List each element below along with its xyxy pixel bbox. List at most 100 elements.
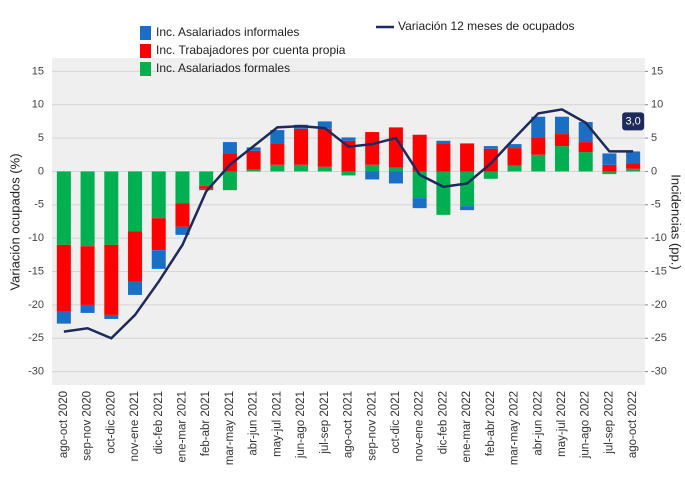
bar [602,171,617,175]
legend-swatch [140,44,151,58]
bar [151,250,166,269]
bar [199,186,214,189]
x-tick-label: ago-oct 2020 [58,391,70,458]
x-tick-label: ago-oct 2021 [343,391,355,458]
y2-tick-label: 5 [651,132,657,144]
bar [199,171,214,187]
bar [602,164,617,172]
bar [128,231,143,282]
y2-tick-label: -25 [651,332,667,344]
x-tick-label: sep-nov 2021 [366,391,378,461]
x-tick-label: ene-mar 2021 [176,391,188,463]
y-tick-label: 0 [38,165,44,177]
y-tick-label: -20 [28,299,44,311]
bar [412,134,427,172]
y-tick-label: -15 [28,265,44,277]
bar [341,171,356,176]
bar [80,171,95,247]
x-tick-label: oct-dic 2021 [390,391,402,454]
bar [104,244,119,315]
bar [104,314,119,319]
bar [128,281,143,295]
y-tick-label: 10 [32,99,44,111]
bar [388,167,403,172]
bar [460,171,475,207]
bar [270,164,285,172]
bar [365,164,380,172]
y2-tick-label: -15 [651,265,667,277]
bar [412,171,427,199]
x-tick-label: dic-feb 2021 [153,391,165,454]
bar [531,137,546,155]
y2-tick-label: -30 [651,366,667,378]
x-tick-label: may-jul 2021 [271,391,283,457]
bar [507,165,522,172]
legend-label: Inc. Asalariados formales [156,61,290,75]
bar [388,127,403,168]
bar [483,171,498,179]
bar [554,116,569,135]
x-tick-label: jul-sep 2022 [603,391,615,455]
x-tick-label: oct-dic 2020 [105,391,117,454]
y-tick-label: -30 [28,366,44,378]
bar [436,140,451,144]
bar [175,226,190,235]
bar [222,171,237,191]
x-tick-label: jun-ago 2022 [580,391,592,459]
bar [626,163,641,169]
bar [246,147,261,151]
legend-swatch [140,26,151,40]
label-box [622,112,645,131]
y2-tick-label: -20 [651,299,667,311]
bar [341,137,356,141]
x-tick-label: mar-may 2022 [509,391,521,465]
bar [388,171,403,184]
bar [531,116,546,138]
legend-label: Variación 12 meses de ocupados [398,19,575,33]
bar [602,153,617,165]
legend-label: Inc. Trabajadores por cuenta propia [156,43,346,57]
legend-swatch [140,62,151,76]
bar [317,166,332,172]
bar [317,121,332,129]
x-tick-label: jun-ago 2021 [295,391,307,459]
x-tick-label: nov-ene 2021 [129,391,141,461]
bar [460,143,475,172]
x-tick-label: ago-oct 2022 [627,391,639,458]
bar [151,171,166,219]
x-tick-label: ene-mar 2022 [461,391,473,463]
x-tick-label: nov-ene 2022 [414,391,426,461]
y2-tick-label: -10 [651,232,667,244]
bar [175,171,190,204]
bar [56,311,71,324]
x-tick-label: dic-feb 2022 [437,391,449,454]
bar [436,171,451,215]
x-tick-label: feb-abr 2022 [485,391,497,456]
x-tick-label: sep-nov 2020 [82,391,94,461]
bar [554,146,569,172]
bar [199,188,214,191]
bar [436,143,451,172]
legend-label: Inc. Asalariados informales [156,25,299,39]
bar [483,146,498,149]
bar [270,130,285,144]
data-label: 3,0 [625,115,640,127]
bar [128,171,143,232]
y2-tick-label: -5 [651,199,661,211]
bar [341,140,356,172]
bar [554,134,569,147]
x-tick-label: feb-abr 2021 [200,391,212,456]
bar [222,142,237,154]
bar [294,164,309,172]
x-tick-label: mar-may 2021 [224,391,236,465]
y-tick-label: 15 [32,65,44,77]
x-tick-label: abr-jun 2021 [248,391,260,456]
bar [578,152,593,172]
line [63,108,634,340]
bar [460,206,475,211]
bar [56,171,71,245]
bar [578,142,593,153]
y-axis-label: Variación ocupados (%) [7,153,22,290]
bar [507,144,522,149]
